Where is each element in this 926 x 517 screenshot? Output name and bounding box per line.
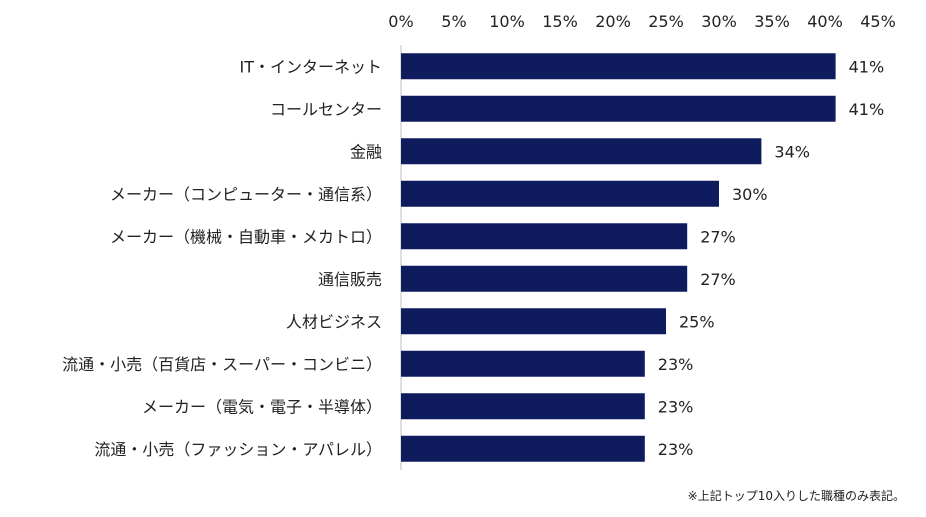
bars bbox=[401, 53, 836, 462]
bar bbox=[401, 138, 762, 165]
bar bbox=[401, 223, 688, 250]
category-label: メーカー（電気・電子・半導体） bbox=[142, 397, 382, 416]
value-label: 41% bbox=[849, 57, 885, 76]
category-label: コールセンター bbox=[270, 100, 382, 119]
x-tick-label: 20% bbox=[595, 12, 631, 31]
bar bbox=[401, 393, 645, 420]
value-label: 27% bbox=[700, 227, 736, 246]
bar bbox=[401, 265, 688, 292]
value-label: 41% bbox=[849, 100, 885, 119]
x-tick-label: 0% bbox=[388, 12, 413, 31]
value-label: 27% bbox=[700, 270, 736, 289]
value-label: 23% bbox=[658, 440, 694, 459]
x-tick-label: 25% bbox=[648, 12, 684, 31]
bar bbox=[401, 308, 666, 335]
value-label: 25% bbox=[679, 312, 715, 331]
x-tick-label: 45% bbox=[860, 12, 896, 31]
bar bbox=[401, 53, 836, 80]
category-label: 通信販売 bbox=[318, 270, 382, 289]
category-label: IT・インターネット bbox=[240, 57, 383, 76]
value-label: 23% bbox=[658, 355, 694, 374]
x-tick-label: 5% bbox=[441, 12, 466, 31]
bar bbox=[401, 180, 719, 207]
bar bbox=[401, 95, 836, 122]
category-label: 人材ビジネス bbox=[286, 312, 382, 331]
bar bbox=[401, 350, 645, 377]
x-tick-label: 40% bbox=[807, 12, 843, 31]
bar bbox=[401, 435, 645, 462]
x-tick-label: 35% bbox=[754, 12, 790, 31]
value-label: 34% bbox=[774, 142, 810, 161]
x-tick-label: 10% bbox=[489, 12, 525, 31]
value-label: 30% bbox=[732, 185, 768, 204]
category-label: 金融 bbox=[350, 142, 382, 161]
category-label: メーカー（コンピューター・通信系） bbox=[110, 185, 382, 204]
category-label: 流通・小売（百貨店・スーパー・コンビニ） bbox=[62, 355, 382, 374]
value-labels: 41% 41% 34% 30% 27% 27% 25% 23% 23% 23% bbox=[658, 57, 884, 459]
x-tick-label: 15% bbox=[542, 12, 578, 31]
x-tick-label: 30% bbox=[701, 12, 737, 31]
x-axis-ticks: 0% 5% 10% 15% 20% 25% 30% 35% 40% 45% bbox=[388, 12, 895, 31]
category-label: 流通・小売（ファッション・アパレル） bbox=[94, 440, 382, 459]
footnote: ※上記トップ10入りした職種のみ表記。 bbox=[688, 488, 905, 503]
category-label: メーカー（機械・自動車・メカトロ） bbox=[110, 227, 382, 246]
value-label: 23% bbox=[658, 397, 694, 416]
